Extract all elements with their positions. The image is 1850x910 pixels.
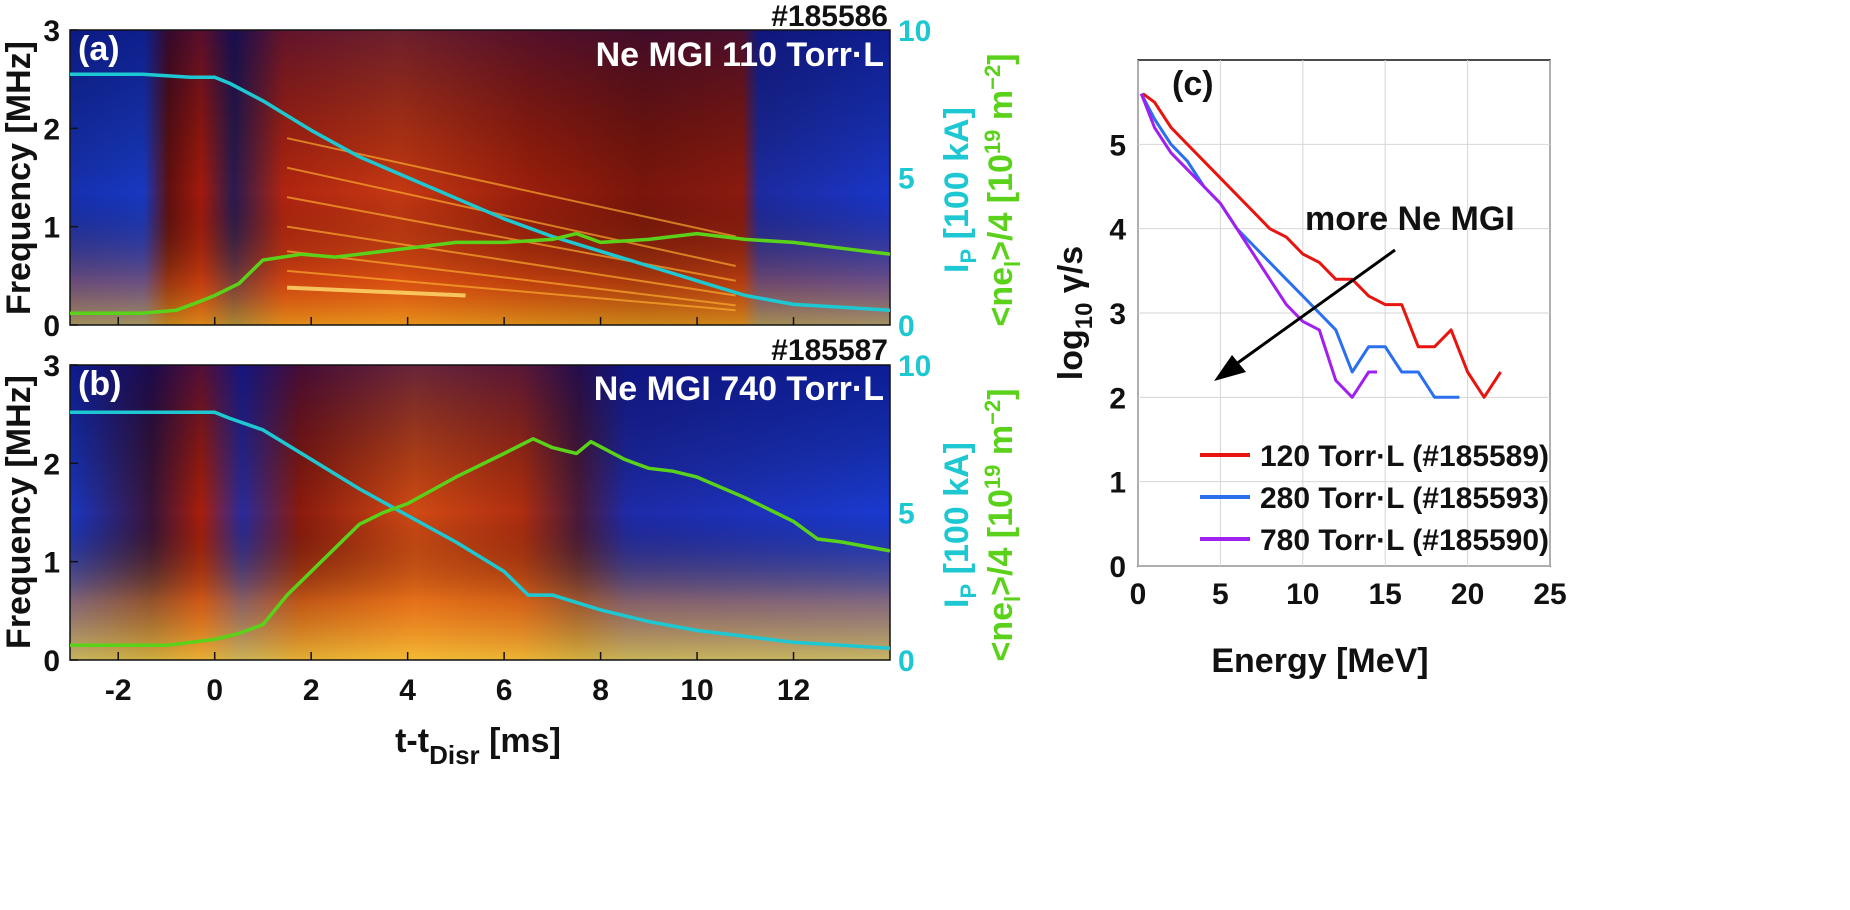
y2label-ne-a: <nel>/4 [1019 m−2] [980,53,1025,326]
xtick-label: 6 [496,674,513,707]
xtick-label: 4 [399,674,416,707]
y2tick-label: 0 [898,645,915,678]
ytick-label: 5 [1109,129,1126,162]
series-line-3 [1139,93,1377,399]
panel-a: (a) Ne MGI 110 Torr·L #185586 0 1 2 3 0 5 10 [43,0,931,343]
xtick-label: 0 [206,674,223,707]
y2tick-label: 10 [898,350,931,383]
ytick-label: 1 [43,212,60,245]
ytick-label: 2 [43,448,60,481]
xtick-label: 10 [1286,578,1319,611]
xtick-label: 10 [680,674,713,707]
series-line-ne [70,437,890,648]
ylabel-a: Frequency [MHz] [0,41,38,315]
y2label-ip-a: IP [100 kA] [938,107,981,273]
panel-label-a: (a) [78,30,120,68]
xtick-label: -2 [105,674,132,707]
mode-line [286,225,736,297]
panel-label-c: (c) [1172,65,1214,103]
ytick-label: 1 [43,547,60,580]
mode-line [286,269,736,312]
spectrogram-a-shading [70,30,890,325]
panel-a-frame [69,29,891,326]
ytick-label: 3 [43,350,60,383]
ytick-label: 0 [43,645,60,678]
ytick-label: 0 [43,310,60,343]
legend-label: 280 Torr·L (#185593) [1260,482,1549,515]
mode-line [286,250,736,307]
legend: 120 Torr·L (#185589) 280 Torr·L (#185593)… [1200,440,1549,557]
y2tick-label: 0 [898,310,915,343]
panel-c: 0 1 2 3 4 5 0 5 10 15 20 25 (c) more Ne MGI 120 To… [1052,59,1567,680]
y2tick-label: 5 [898,498,915,531]
y2label-ip-b: IP [100 kA] [938,442,981,608]
mode-lines-a [286,137,736,312]
spectrogram-b-shading [70,365,890,660]
y2label-ne-b: <nel>/4 [1019 m−2] [980,388,1025,661]
series-line-2 [1139,93,1460,399]
panel-b-frame [69,364,891,661]
annotation-c: more Ne MGI [1305,200,1515,238]
series-line-ne [70,231,890,315]
ylabel-log: log10 γ/s [1052,246,1098,380]
series-line-ip [70,410,890,650]
xtick-label: 5 [1212,578,1229,611]
xlabel-energy: Energy [MeV] [1211,642,1428,680]
xtick-label: 2 [303,674,320,707]
shot-a: #185586 [771,0,888,33]
annotation-a: Ne MGI 110 Torr·L [596,36,884,74]
xtick-label: 0 [1130,578,1147,611]
series-line-ip [70,72,890,313]
xlabel-time: t-tDisr [ms] [395,722,561,770]
mode-line [286,196,736,282]
y2tick-label: 5 [898,163,915,196]
annotation-arrow [1224,248,1396,374]
panel-label-b: (b) [78,365,121,403]
xtick-label: 12 [777,674,810,707]
mode-line [286,166,736,267]
ytick-label: 2 [1109,382,1126,415]
xtick-label: 8 [592,674,609,707]
series-line-1 [1142,92,1502,399]
mode-line [286,285,466,298]
xtick-label: 20 [1451,578,1484,611]
ytick-label: 1 [1109,467,1126,500]
xtick-label: 25 [1533,578,1566,611]
mode-line [286,137,736,238]
legend-label: 120 Torr·L (#185589) [1260,440,1549,473]
ytick-label: 0 [1109,551,1126,584]
ylabel-b: Frequency [MHz] [0,375,38,649]
annotation-b: Ne MGI 740 Torr·L [594,370,884,408]
ytick-label: 3 [43,15,60,48]
y2tick-label: 10 [898,15,931,48]
annotation-arrowhead [1214,355,1246,381]
legend-label: 780 Torr·L (#185590) [1260,524,1549,557]
shot-b: #185587 [771,334,888,367]
ytick-label: 3 [1109,298,1126,331]
ytick-label: 2 [43,113,60,146]
xtick-label: 15 [1369,578,1402,611]
ytick-label: 4 [1109,214,1126,247]
